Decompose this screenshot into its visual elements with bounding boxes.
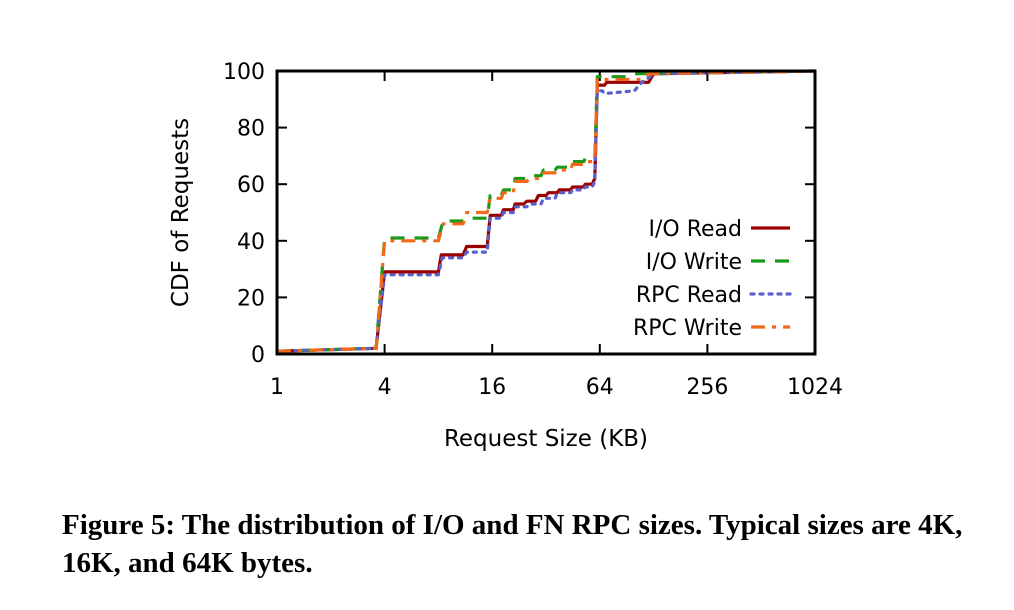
figure-caption: Figure 5: The distribution of I/O and FN… xyxy=(62,509,963,579)
x-tick-label: 16 xyxy=(478,375,506,400)
x-tick-label: 256 xyxy=(686,375,728,400)
legend-label-rpc-read: RPC Read xyxy=(636,283,742,308)
y-axis-label: CDF of Requests xyxy=(168,118,194,307)
legend: I/O Read I/O Write RPC Read RPC Write xyxy=(633,217,792,341)
plot-frame xyxy=(275,69,817,356)
x-tick-label: 1024 xyxy=(787,375,843,400)
series-line-i-o-write xyxy=(276,69,816,353)
x-tick-label: 4 xyxy=(378,375,392,400)
legend-label-rpc-write: RPC Write xyxy=(633,316,742,341)
series-line-rpc-read xyxy=(275,69,817,353)
series-lines xyxy=(275,69,817,353)
y-tick-label: 40 xyxy=(237,230,265,255)
legend-label-i-o-write: I/O Write xyxy=(646,250,742,275)
x-axis-label: Request Size (KB) xyxy=(444,426,648,452)
legend-label-i-o-read: I/O Read xyxy=(649,217,743,242)
x-tick-label: 1 xyxy=(270,375,284,400)
series-line-rpc-write xyxy=(276,69,816,353)
y-tick-label: 20 xyxy=(237,286,265,311)
y-tick-label: 0 xyxy=(251,343,265,368)
y-tick-label: 100 xyxy=(223,60,265,85)
series-line-i-o-read xyxy=(276,69,816,353)
y-tick-label: 80 xyxy=(237,117,265,142)
x-tick-label: 64 xyxy=(586,375,614,400)
tick-marks xyxy=(276,70,816,355)
cdf-chart: 0 20 40 60 80 100 1 4 16 64 256 1024 Request Size (… xyxy=(168,60,843,452)
y-tick-label: 60 xyxy=(237,173,265,198)
tick-labels: 0 20 40 60 80 100 1 4 16 64 256 1024 xyxy=(223,60,843,400)
